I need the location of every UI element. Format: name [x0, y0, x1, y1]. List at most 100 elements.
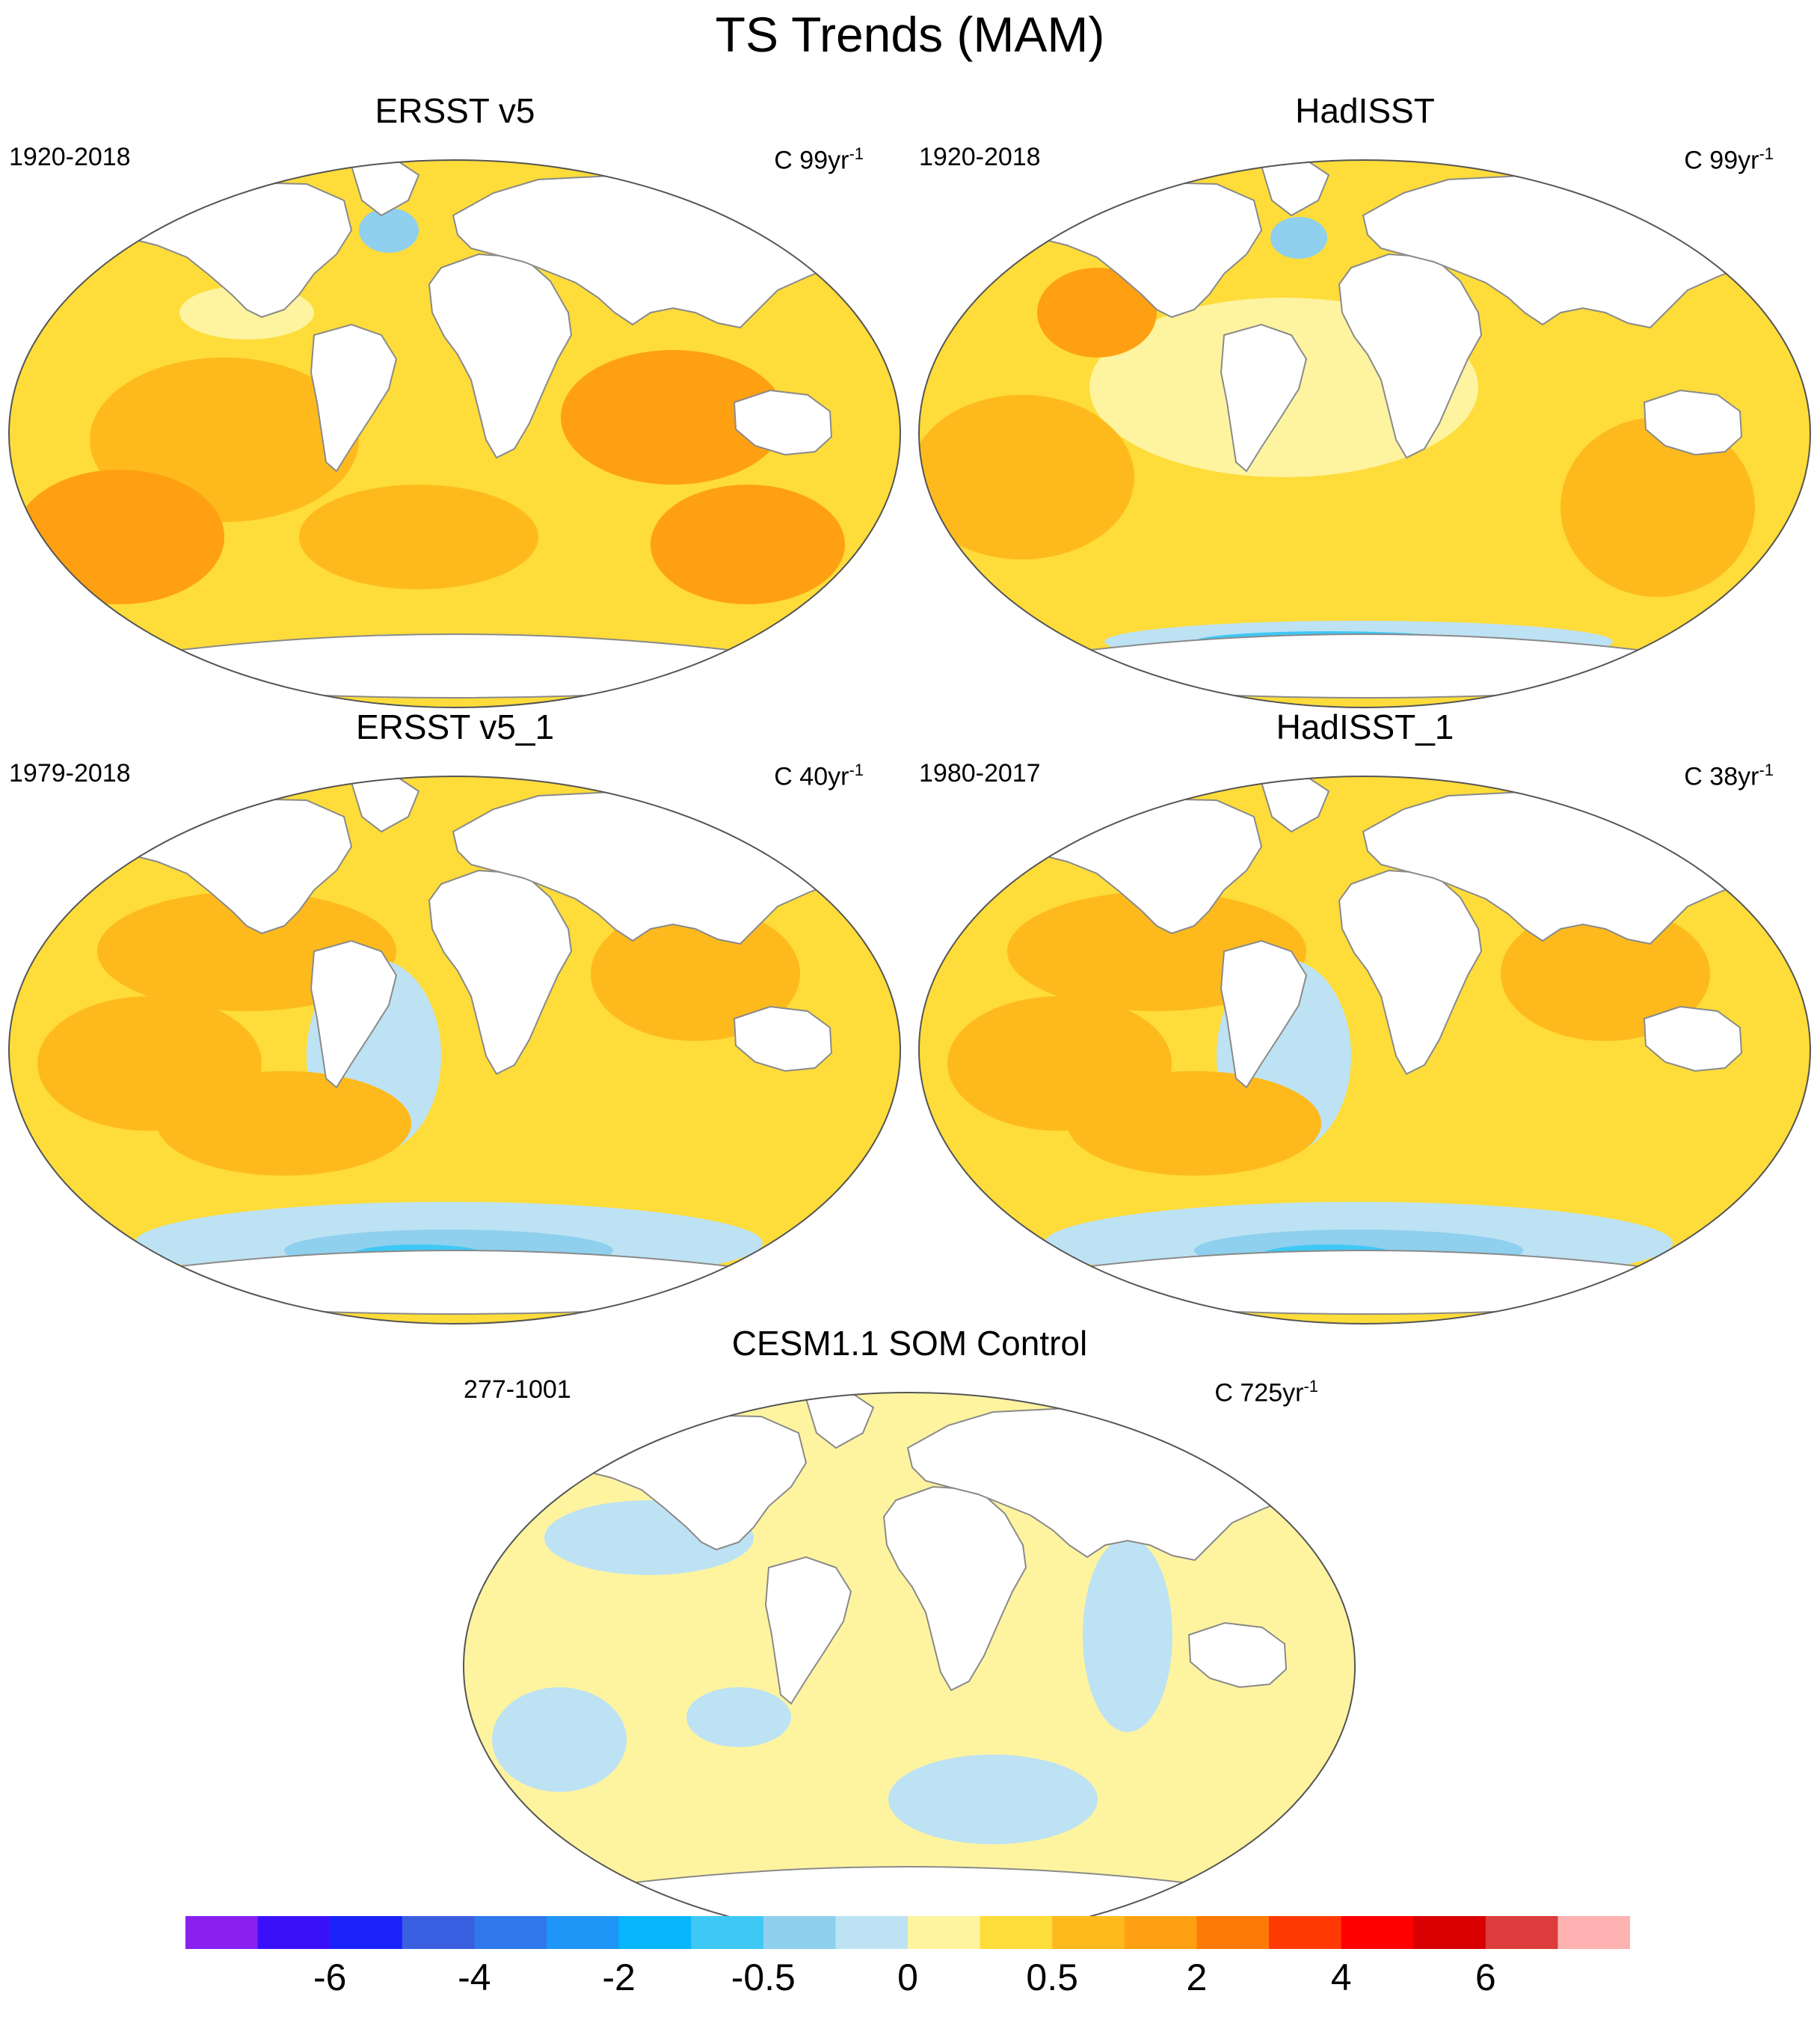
colorbar-swatch — [330, 1916, 403, 1949]
world-map — [8, 159, 901, 708]
panel-title: HadISST_1 — [1276, 707, 1454, 746]
trend-contour — [686, 1687, 791, 1747]
colorbar-tick-label: 6 — [1475, 1956, 1496, 1998]
units-label: C 99yr-1 — [774, 144, 864, 175]
colorbar-labels: -6 -4 -2 -0.5 0 0.5 2 4 6 — [185, 1953, 1630, 2006]
world-map — [918, 159, 1811, 708]
period-label: 1979-2018 — [9, 759, 131, 788]
colorbar-swatch — [1341, 1916, 1414, 1949]
colorbar-swatch — [1196, 1916, 1270, 1949]
colorbar-swatch — [835, 1916, 909, 1949]
trend-contour — [1501, 906, 1710, 1041]
land-southamerica — [1220, 323, 1308, 473]
colorbar-swatch — [908, 1916, 981, 1949]
colorbar-tick-label: 4 — [1330, 1956, 1352, 1998]
colorbar-tick-label: 0.5 — [1026, 1956, 1078, 1998]
colorbar-swatch — [547, 1916, 620, 1949]
map-outline — [918, 159, 1811, 708]
colorbar-swatch — [1052, 1916, 1125, 1949]
map-outline — [8, 776, 901, 1325]
colorbar-swatch — [763, 1916, 836, 1949]
units-label: C 38yr-1 — [1684, 761, 1774, 791]
land-africa — [1338, 869, 1483, 1075]
world-map — [8, 776, 901, 1325]
units-label: C 40yr-1 — [774, 761, 864, 791]
trend-contour — [492, 1687, 627, 1792]
land-australia — [1643, 389, 1743, 456]
colorbar-swatch — [691, 1916, 764, 1949]
map-panel-hadisst-1: HadISST_1 1980-2017 C 38yr-1 — [910, 705, 1820, 1325]
land-southamerica — [310, 323, 398, 473]
colorbar-swatch — [402, 1916, 475, 1949]
land-southamerica — [1220, 939, 1308, 1089]
land-australia — [733, 1005, 833, 1072]
colorbar-tick-label: -6 — [313, 1956, 347, 1998]
trend-contour — [1270, 217, 1327, 259]
map-panel-ersst-1: ERSST v5_1 1979-2018 C 40yr-1 — [0, 705, 910, 1325]
trend-contour — [919, 395, 1134, 559]
trend-contour — [1561, 417, 1755, 597]
panel-title: ERSST v5 — [375, 91, 535, 130]
land-australia — [733, 389, 833, 456]
period-label: 277-1001 — [464, 1375, 571, 1404]
figure-title: TS Trends (MAM) — [715, 7, 1105, 62]
colorbar-swatch — [1485, 1916, 1558, 1949]
period-label: 1920-2018 — [9, 143, 131, 171]
trend-contour — [359, 208, 419, 253]
colorbar-swatch — [1413, 1916, 1487, 1949]
panel-title: HadISST — [1295, 91, 1435, 130]
land-southamerica — [310, 939, 398, 1089]
colorbar-swatch — [618, 1916, 692, 1949]
colorbar-swatch — [980, 1916, 1053, 1949]
colorbar-tick-label: -4 — [458, 1956, 491, 1998]
units-label: C 99yr-1 — [1684, 144, 1774, 175]
panel-title: ERSST v5_1 — [355, 707, 555, 746]
land-greenland — [1260, 160, 1330, 217]
ocean-field — [464, 1393, 1355, 1940]
period-label: 1920-2018 — [919, 143, 1041, 171]
colorbar-swatch — [1558, 1916, 1630, 1949]
trend-contour — [591, 906, 800, 1041]
trend-contour — [561, 350, 785, 485]
period-label: 1980-2017 — [919, 759, 1041, 788]
land-greenland — [350, 160, 420, 217]
trend-contour — [1067, 1071, 1321, 1176]
land-australia — [1187, 1621, 1288, 1689]
colorbar — [185, 1916, 1630, 1949]
ocean-field — [919, 160, 1810, 707]
trend-contour — [651, 485, 845, 604]
land-southamerica — [764, 1556, 852, 1705]
land-africa — [1338, 253, 1483, 459]
land-greenland — [805, 1393, 875, 1449]
trend-contour — [1083, 1538, 1172, 1732]
colorbar-tick-label: -0.5 — [731, 1956, 796, 1998]
trend-contour — [888, 1755, 1098, 1844]
colorbar-swatch — [257, 1916, 331, 1949]
land-africa — [428, 869, 573, 1075]
colorbar-tick-label: 0 — [897, 1956, 918, 1998]
land-africa — [882, 1485, 1027, 1692]
land-greenland — [350, 776, 420, 833]
trend-contour — [299, 485, 538, 589]
map-outline — [918, 776, 1811, 1325]
colorbar-swatch — [1124, 1916, 1197, 1949]
world-map — [463, 1392, 1356, 1941]
colorbar-swatch — [185, 1916, 259, 1949]
trend-contour — [1037, 268, 1157, 357]
ocean-field — [9, 160, 900, 707]
map-panel-ersst: ERSST v5 1920-2018 C 99yr-1 — [0, 88, 910, 709]
colorbar-tick-label: 2 — [1186, 1956, 1208, 1998]
panel-title: CESM1.1 SOM Control — [731, 1324, 1088, 1363]
colorbar-swatch — [1269, 1916, 1342, 1949]
map-outline — [8, 159, 901, 708]
units-label: C 725yr-1 — [1214, 1377, 1318, 1408]
trend-contour — [15, 470, 224, 604]
land-africa — [428, 253, 573, 459]
land-australia — [1643, 1005, 1743, 1072]
world-map — [918, 776, 1811, 1325]
map-panel-hadisst: HadISST 1920-2018 C 99yr-1 — [910, 88, 1820, 709]
colorbar-swatch — [474, 1916, 547, 1949]
map-panel-cesm: CESM1.1 SOM Control 277-1001 C 725yr-1 — [455, 1321, 1365, 1942]
colorbar-tick-label: -2 — [602, 1956, 636, 1998]
trend-contour — [157, 1071, 411, 1176]
